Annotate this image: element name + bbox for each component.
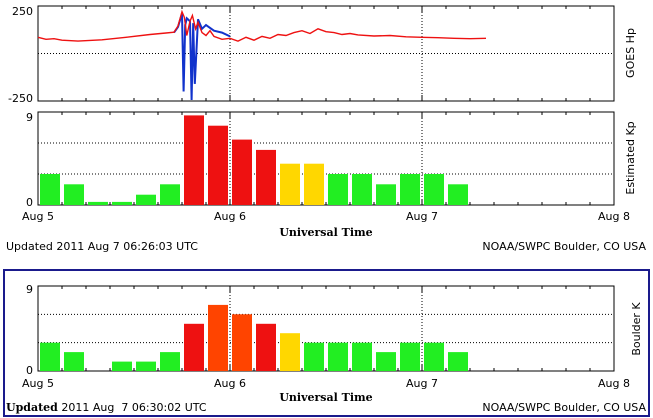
bar-9	[256, 323, 276, 371]
bar-6	[184, 323, 204, 371]
boulder-ytick-bottom: 0	[26, 364, 33, 377]
bar-10	[280, 163, 300, 205]
bar-3	[112, 361, 132, 371]
top-updated-text: Updated 2011 Aug 7 06:26:03 UTC	[6, 240, 198, 253]
bar-2	[88, 201, 108, 205]
bottom-updated-word: Updated	[6, 401, 58, 414]
kp-gridlines	[37, 111, 615, 205]
bar-16	[424, 174, 444, 205]
bottom-xtick-aug5: Aug 5	[22, 377, 54, 390]
bar-17	[448, 352, 468, 371]
boulder-title: Boulder K	[630, 302, 643, 356]
top-xtick-aug5: Aug 5	[22, 210, 54, 223]
bar-3	[112, 201, 132, 205]
bottom-updated-text: Updated 2011 Aug 7 06:30:02 UTC	[6, 401, 207, 414]
bar-0	[40, 174, 60, 205]
bottom-updated-date: 2011 Aug 7 06:30:02 UTC	[58, 401, 207, 414]
boulder-k-plot: 9 0 Boulder K Aug 5 Aug 6 Aug 7 Aug 8 Un…	[22, 283, 643, 404]
bar-9	[256, 149, 276, 205]
bottom-xtick-aug7: Aug 7	[406, 377, 438, 390]
hp-series-blue-line	[173, 13, 231, 101]
kp-ytick-bottom: 0	[26, 196, 33, 209]
hp-title: GOES Hp	[624, 28, 637, 78]
bar-14	[376, 352, 396, 371]
bar-1	[64, 184, 84, 205]
bar-11	[304, 342, 324, 371]
boulder-gridlines	[37, 285, 615, 371]
bottom-xtick-aug8: Aug 8	[598, 377, 630, 390]
top-xtick-aug7: Aug 7	[406, 210, 438, 223]
top-xtick-aug6: Aug 6	[214, 210, 246, 223]
bar-15	[400, 342, 420, 371]
kp-ytick-top: 9	[26, 111, 33, 124]
bar-16	[424, 342, 444, 371]
bar-4	[136, 361, 156, 371]
bar-14	[376, 184, 396, 205]
kp-plot: 9 0 Estimated Kp Aug 5 Aug 6 Aug 7 Aug 8…	[22, 111, 637, 239]
bar-1	[64, 352, 84, 371]
hp-gridlines	[37, 6, 615, 101]
hp-series-red-line	[37, 9, 487, 42]
top-xaxis-label: Universal Time	[279, 226, 372, 239]
bar-11	[304, 163, 324, 205]
boulder-panel-frame	[3, 269, 650, 417]
hp-series-group	[37, 9, 487, 101]
bar-6	[184, 115, 204, 205]
bar-8	[232, 314, 252, 371]
bar-17	[448, 184, 468, 205]
bar-4	[136, 194, 156, 205]
hp-ytick-top: 250	[12, 5, 33, 18]
bar-13	[352, 342, 372, 371]
bar-12	[328, 342, 348, 371]
kp-plot-frame	[37, 111, 615, 206]
hp-ytick-bottom: -250	[8, 92, 33, 105]
bottom-xaxis-label: Universal Time	[279, 391, 372, 404]
kp-bar-group	[40, 115, 468, 205]
boulder-plot-frame	[37, 285, 615, 372]
bar-12	[328, 174, 348, 205]
bar-13	[352, 174, 372, 205]
bar-5	[160, 184, 180, 205]
top-credit-text: NOAA/SWPC Boulder, CO USA	[482, 240, 646, 253]
bar-0	[40, 342, 60, 371]
top-xtick-aug8: Aug 8	[598, 210, 630, 223]
bar-15	[400, 174, 420, 205]
boulder-bar-group	[40, 304, 468, 371]
bottom-credit-text: NOAA/SWPC Boulder, CO USA	[482, 401, 646, 414]
bar-7	[208, 304, 228, 371]
hp-plot: 250 -250 GOES Hp	[8, 5, 637, 105]
bar-5	[160, 352, 180, 371]
bar-7	[208, 125, 228, 205]
bottom-xtick-aug6: Aug 6	[214, 377, 246, 390]
bar-8	[232, 139, 252, 205]
bar-10	[280, 333, 300, 371]
kp-title: Estimated Kp	[624, 121, 637, 194]
boulder-ytick-top: 9	[26, 283, 33, 296]
